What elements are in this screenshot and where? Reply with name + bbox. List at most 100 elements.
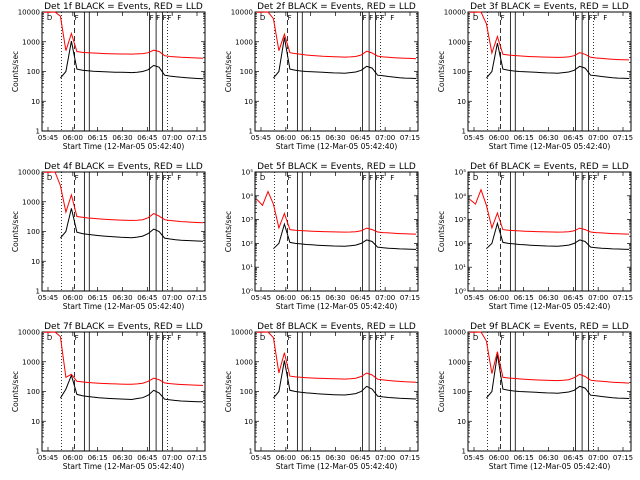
x-tick-label: 05:45: [464, 134, 484, 142]
plot-frame: [41, 171, 206, 292]
x-tick-label: 06:15: [301, 294, 321, 302]
y-tick-label: 100: [240, 68, 253, 76]
series-line: [44, 171, 204, 224]
x-tick-label: 06:15: [301, 134, 321, 142]
marker-letter: F: [381, 14, 385, 22]
series-line: [486, 354, 630, 399]
marker-letter: F: [594, 334, 598, 342]
y-tick-label: 10⁵: [241, 169, 253, 177]
y-tick-label: 10¹: [454, 264, 466, 272]
x-tick-label: 06:00: [276, 454, 296, 462]
y-tick-label: 1000: [448, 38, 466, 46]
x-tick-label: 06:45: [563, 294, 583, 302]
marker-letter: F: [501, 174, 505, 182]
y-tick-label: 1000: [22, 198, 40, 206]
x-tick-label: 05:45: [464, 294, 484, 302]
marker-letter: F: [501, 334, 505, 342]
x-tick-label: 06:00: [276, 294, 296, 302]
plot-frame: [467, 171, 632, 292]
chart-panel-5: Det 5f BLACK = Events, RED = LLD 10⁰ 10¹ 10…: [224, 162, 420, 311]
marker-letter: F: [381, 174, 385, 182]
chart-title: Det 9f BLACK = Events, RED = LLD: [470, 322, 629, 332]
y-tick-label: 10⁰: [241, 288, 253, 296]
chart-title: Det 3f BLACK = Events, RED = LLD: [470, 2, 629, 12]
y-tick-label: 10000: [18, 329, 40, 337]
marker-letter: F: [376, 14, 380, 22]
y-axis-label: Counts/sec: [437, 371, 446, 412]
marker-letter: F: [582, 14, 586, 22]
chart-title: Det 5f BLACK = Events, RED = LLD: [257, 162, 416, 172]
marker-letter: F: [156, 334, 160, 342]
x-tick-label: 06:30: [538, 294, 558, 302]
y-axis-label: Counts/sec: [224, 211, 233, 252]
series-line: [257, 331, 417, 383]
x-tick-label: 07:15: [187, 134, 207, 142]
x-tick-label: 06:45: [563, 454, 583, 462]
chart-title: Det 7f BLACK = Events, RED = LLD: [44, 322, 203, 332]
y-tick-label: 100: [27, 68, 40, 76]
x-tick-label: 06:30: [538, 454, 558, 462]
marker-letter: F: [582, 334, 586, 342]
marker-letter: F: [363, 14, 367, 22]
x-tick-label: 07:15: [400, 454, 420, 462]
marker-letter: F: [75, 14, 79, 22]
series-line: [44, 11, 204, 59]
x-axis-label: Start Time (12-Mar-05 05:42:40): [63, 462, 185, 471]
marker-letter: D: [47, 174, 52, 182]
y-tick-label: 10000: [444, 9, 466, 17]
marker-letter: F: [369, 14, 373, 22]
marker-letter: F: [589, 14, 593, 22]
y-tick-label: 1: [36, 288, 40, 296]
y-axis-label: Counts/sec: [437, 51, 446, 92]
marker-letter: F: [288, 174, 292, 182]
x-tick-label: 06:30: [538, 134, 558, 142]
x-tick-label: 06:30: [325, 294, 345, 302]
x-tick-label: 05:45: [464, 454, 484, 462]
x-tick-label: 07:15: [400, 134, 420, 142]
x-tick-label: 06:15: [88, 134, 108, 142]
y-axis-label: Counts/sec: [11, 211, 20, 252]
x-axis-label: Start Time (12-Mar-05 05:42:40): [489, 462, 611, 471]
x-axis-label: Start Time (12-Mar-05 05:42:40): [63, 302, 185, 311]
x-tick-label: 06:15: [88, 454, 108, 462]
series-line: [273, 37, 417, 79]
y-tick-label: 10000: [444, 329, 466, 337]
marker-letter: D: [473, 334, 478, 342]
y-tick-label: 1: [462, 448, 466, 456]
y-tick-label: 100: [453, 68, 466, 76]
chart-panel-4: Det 4f BLACK = Events, RED = LLD 1 10 100 10…: [11, 162, 207, 311]
chart-panel-9: Det 9f BLACK = Events, RED = LLD 1 10 100 10…: [437, 322, 633, 471]
plot-frame: [467, 11, 632, 132]
chart-panel-7: Det 7f BLACK = Events, RED = LLD 1 10 100 10…: [11, 322, 207, 471]
y-tick-label: 10000: [231, 329, 253, 337]
plot-frame: [467, 331, 632, 452]
y-tick-label: 100: [27, 388, 40, 396]
marker-letter: F: [603, 174, 607, 182]
marker-letter: F: [594, 14, 598, 22]
x-tick-label: 06:30: [112, 294, 132, 302]
y-tick-label: 10³: [454, 216, 466, 224]
y-tick-label: 10²: [241, 240, 253, 248]
y-tick-label: 10¹: [241, 264, 253, 272]
marker-letter: D: [260, 14, 265, 22]
y-tick-label: 10: [244, 418, 253, 426]
marker-letter: D: [47, 334, 52, 342]
x-tick-label: 07:15: [613, 134, 633, 142]
series-line: [257, 11, 417, 60]
series-line: [273, 222, 417, 250]
x-tick-label: 07:00: [162, 454, 182, 462]
y-tick-label: 100: [27, 228, 40, 236]
x-tick-label: 07:15: [187, 454, 207, 462]
series-line: [486, 221, 630, 250]
marker-letter: F: [363, 174, 367, 182]
x-axis-label: Start Time (12-Mar-05 05:42:40): [63, 142, 185, 151]
y-tick-label: 10³: [241, 216, 253, 224]
marker-letter: F: [288, 14, 292, 22]
x-tick-label: 07:00: [588, 454, 608, 462]
x-tick-label: 05:45: [251, 454, 271, 462]
chart-title: Det 2f BLACK = Events, RED = LLD: [257, 2, 416, 12]
x-tick-label: 06:00: [63, 294, 83, 302]
series-line: [60, 208, 204, 242]
marker-letter: F: [390, 334, 394, 342]
